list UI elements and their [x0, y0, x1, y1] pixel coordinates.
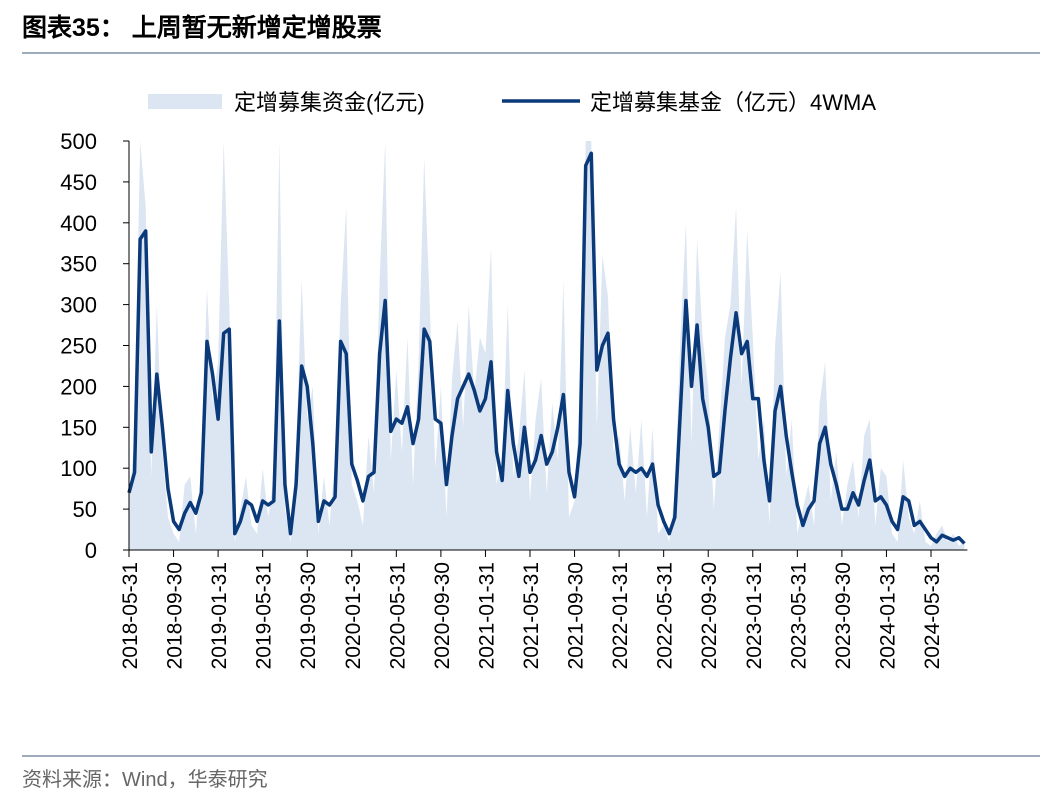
y-tick-label: 350	[60, 252, 97, 277]
x-tick-label: 2024-05-31	[921, 562, 944, 669]
x-tick-label: 2023-05-31	[787, 562, 810, 669]
x-tick-label: 2020-01-31	[342, 562, 365, 669]
y-tick-label: 150	[60, 415, 97, 440]
legend-swatch	[148, 94, 222, 109]
legend-label: 定增募集资金(亿元)	[234, 90, 425, 115]
source-note: 资料来源：Wind，华泰研究	[22, 768, 268, 791]
x-tick-label: 2020-05-31	[386, 562, 409, 669]
x-tick-label: 2023-01-31	[743, 562, 766, 669]
legend-label: 定增募集基金（亿元）4WMA	[590, 90, 876, 115]
x-tick-label: 2022-09-30	[698, 562, 721, 669]
y-tick-label: 200	[60, 374, 97, 399]
area-series	[129, 141, 965, 550]
x-tick-label: 2019-09-30	[297, 562, 320, 669]
x-tick-label: 2022-01-31	[609, 562, 632, 669]
chart-title: 图表35： 上周暂无新增定增股票	[22, 13, 382, 42]
x-tick-label: 2019-01-31	[208, 562, 231, 669]
line-series	[127, 151, 966, 545]
y-tick-label: 400	[60, 211, 97, 236]
y-tick-label: 100	[60, 456, 97, 481]
x-tick-label: 2022-05-31	[654, 562, 677, 669]
y-tick-label: 300	[60, 293, 97, 318]
y-tick-label: 0	[85, 538, 97, 563]
x-tick-label: 2019-05-31	[253, 562, 276, 669]
x-tick-label: 2018-05-31	[119, 562, 142, 669]
y-tick-label: 450	[60, 170, 97, 195]
x-tick-label: 2024-01-31	[876, 562, 899, 669]
x-tick-label: 2018-09-30	[164, 562, 187, 669]
y-tick-label: 50	[73, 497, 97, 522]
x-tick-label: 2021-05-31	[520, 562, 543, 669]
x-tick-label: 2021-01-31	[475, 562, 498, 669]
x-tick-label: 2020-09-30	[431, 562, 454, 669]
y-tick-label: 250	[60, 334, 97, 359]
y-tick-label: 500	[60, 129, 97, 154]
x-tick-label: 2023-09-30	[832, 562, 855, 669]
x-tick-label: 2021-09-30	[565, 562, 588, 669]
